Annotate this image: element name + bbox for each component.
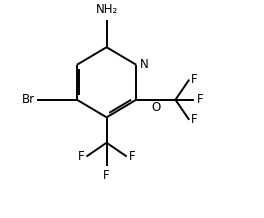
Text: F: F bbox=[190, 113, 197, 126]
Text: F: F bbox=[197, 93, 203, 106]
Text: Br: Br bbox=[22, 93, 35, 106]
Text: O: O bbox=[152, 101, 161, 114]
Text: F: F bbox=[128, 150, 135, 163]
Text: F: F bbox=[103, 169, 110, 182]
Text: F: F bbox=[190, 73, 197, 86]
Text: NH₂: NH₂ bbox=[96, 3, 118, 16]
Text: F: F bbox=[78, 150, 85, 163]
Text: N: N bbox=[140, 58, 149, 71]
